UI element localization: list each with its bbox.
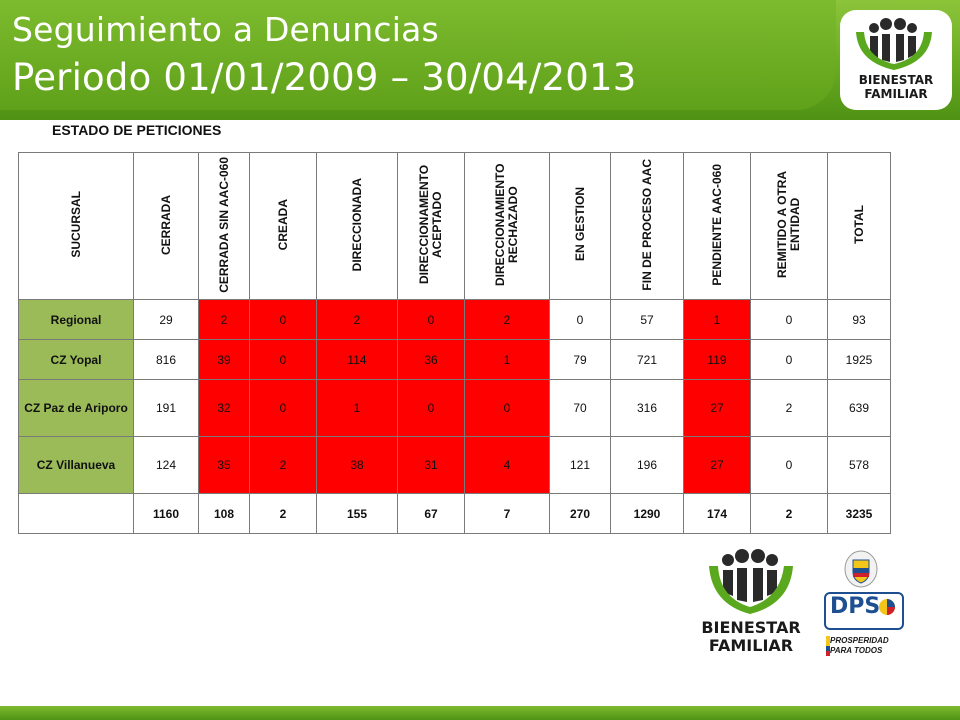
col-header-cerrada-sin-aac: CERRADA SIN AAC-060 [198,152,250,300]
cell-direccionamento-aceptado: 0 [397,379,465,437]
total-direccionada: 155 [316,493,398,534]
prosperidad-logo: PROSPERIDAD PARA TODOS [830,636,889,656]
cell-direccionamento-aceptado: 31 [397,436,465,494]
cell-fin-de-proceso: 721 [610,339,684,380]
cell-en-gestion: 121 [549,436,611,494]
table-row: Regional 29 2 0 2 0 2 0 57 1 0 93 [18,299,891,340]
dps-logo-text: DPS [830,594,881,619]
cell-remitido: 2 [750,379,828,437]
bottom-band [0,706,960,720]
cell-cerrada-sin-aac: 32 [198,379,250,437]
brand-name-top-line1: BIENESTAR [858,73,934,87]
cell-en-gestion: 0 [549,299,611,340]
cell-cerrada-sin-aac: 35 [198,436,250,494]
col-header-direccionamento-aceptado: DIRECCIONAMENTO ACEPTADO [397,152,465,300]
cell-creada: 0 [249,339,317,380]
table-row: CZ Yopal 816 39 0 114 36 1 79 721 119 0 … [18,339,891,380]
cell-direccionamento-aceptado: 0 [397,299,465,340]
total-creada: 2 [249,493,317,534]
col-header-fin-de-proceso: FIN DE PROCESO AAC [610,152,684,300]
dps-logo-circle-icon [879,599,895,615]
cell-creada: 0 [249,379,317,437]
status-table: SUCURSAL CERRADA CERRADA SIN AAC-060 CRE… [18,152,891,534]
cell-direccionada: 1 [316,379,398,437]
cell-creada: 0 [249,299,317,340]
cell-remitido: 0 [750,299,828,340]
total-grand: 3235 [827,493,891,534]
col-header-remitido: REMITIDO A OTRA ENTIDAD [750,152,828,300]
cell-direccionamiento-rechazado: 2 [464,299,550,340]
cell-direccionada: 2 [316,299,398,340]
total-direccionamento-aceptado: 67 [397,493,465,534]
brand-name-bottom-line1: BIENESTAR [701,618,801,637]
brand-name-bottom-line2: FAMILIAR [708,636,794,655]
cell-en-gestion: 79 [549,339,611,380]
col-header-direccionada: DIRECCIONADA [316,152,398,300]
cell-total: 1925 [827,339,891,380]
cell-direccionamiento-rechazado: 4 [464,436,550,494]
total-remitido: 2 [750,493,828,534]
row-label: CZ Paz de Ariporo [18,379,134,437]
col-header-total: TOTAL [827,152,891,300]
cell-cerrada-sin-aac: 39 [198,339,250,380]
total-cerrada-sin-aac: 108 [198,493,250,534]
row-label: CZ Villanueva [18,436,134,494]
col-header-creada: CREADA [249,152,317,300]
col-header-direccionamiento-rechazado: DIRECCIONAMIENTO RECHAZADO [464,152,550,300]
col-header-sucursal: SUCURSAL [18,152,134,300]
total-cerrada: 1160 [133,493,199,534]
page-title: Seguimiento a Denuncias [12,10,439,49]
bienestar-familiar-logo-icon [856,18,932,70]
cell-direccionada: 38 [316,436,398,494]
row-label: Regional [18,299,134,340]
prosperidad-line2: PARA TODOS [830,646,883,655]
prosperidad-flag-icon [826,636,830,656]
cell-cerrada: 29 [133,299,199,340]
cell-cerrada: 124 [133,436,199,494]
coat-of-arms-icon [844,550,878,588]
table-row: CZ Villanueva 124 35 2 38 31 4 121 196 2… [18,436,891,494]
brand-name-top-line2: FAMILIAR [864,87,928,101]
cell-cerrada: 191 [133,379,199,437]
col-header-en-gestion: EN GESTION [549,152,611,300]
cell-direccionada: 114 [316,339,398,380]
cell-total: 93 [827,299,891,340]
col-header-pendiente-aac: PENDIENTE AAC-060 [683,152,751,300]
cell-fin-de-proceso: 316 [610,379,684,437]
cell-total: 578 [827,436,891,494]
table-row: CZ Paz de Ariporo 191 32 0 1 0 0 70 316 … [18,379,891,437]
page-period: Periodo 01/01/2009 – 30/04/2013 [12,56,637,99]
cell-total: 639 [827,379,891,437]
total-direccionamiento-rechazado: 7 [464,493,550,534]
table-caption: ESTADO DE PETICIONES [52,122,222,138]
cell-fin-de-proceso: 196 [610,436,684,494]
prosperidad-line1: PROSPERIDAD [830,636,889,645]
cell-fin-de-proceso: 57 [610,299,684,340]
cell-direccionamento-aceptado: 36 [397,339,465,380]
cell-cerrada-sin-aac: 2 [198,299,250,340]
cell-en-gestion: 70 [549,379,611,437]
row-label: CZ Yopal [18,339,134,380]
cell-direccionamiento-rechazado: 1 [464,339,550,380]
total-pendiente-aac: 174 [683,493,751,534]
cell-direccionamiento-rechazado: 0 [464,379,550,437]
header-panel [0,0,836,110]
cell-pendiente-aac: 1 [683,299,751,340]
cell-cerrada: 816 [133,339,199,380]
totals-row: 1160 108 2 155 67 7 270 1290 174 2 3235 [18,493,891,534]
table-header-row: SUCURSAL CERRADA CERRADA SIN AAC-060 CRE… [18,152,891,300]
cell-pendiente-aac: 27 [683,436,751,494]
col-header-cerrada: CERRADA [133,152,199,300]
total-en-gestion: 270 [549,493,611,534]
total-fin-de-proceso: 1290 [610,493,684,534]
cell-pendiente-aac: 119 [683,339,751,380]
totals-blank-cell [18,493,134,534]
bienestar-familiar-large-logo-icon [709,549,793,614]
cell-creada: 2 [249,436,317,494]
cell-remitido: 0 [750,436,828,494]
cell-remitido: 0 [750,339,828,380]
cell-pendiente-aac: 27 [683,379,751,437]
